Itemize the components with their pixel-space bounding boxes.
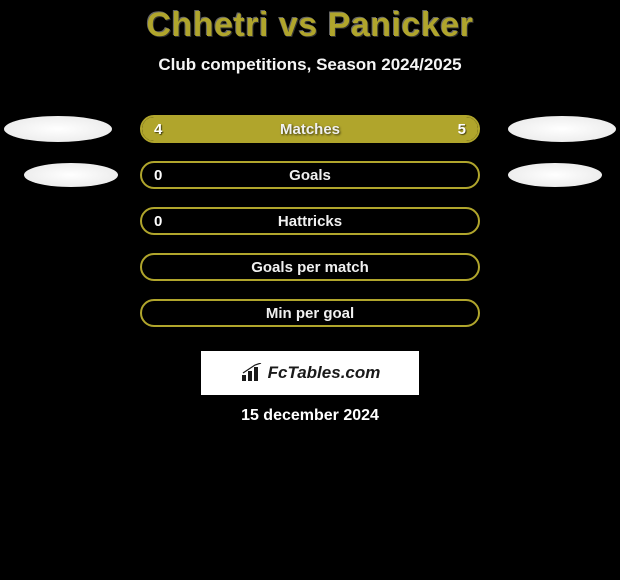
- bar-fill-left: [142, 117, 291, 141]
- bars-logo-icon: [240, 363, 266, 383]
- page-subtitle: Club competitions, Season 2024/2025: [158, 55, 461, 75]
- stat-bar: 0 Hattricks: [140, 207, 480, 235]
- stat-label: Min per goal: [266, 305, 354, 322]
- footer-logo: FcTables.com: [240, 363, 381, 383]
- right-ellipse: [508, 116, 616, 142]
- stat-label: Goals per match: [251, 259, 369, 276]
- stat-row: 0 Hattricks: [0, 207, 620, 235]
- stat-bar: Goals per match: [140, 253, 480, 281]
- stat-bar: 4 5 Matches: [140, 115, 480, 143]
- comparison-infographic: Chhetri vs Panicker Club competitions, S…: [0, 0, 620, 425]
- stat-left-value: 4: [154, 121, 162, 138]
- footer-brand-text: FcTables.com: [268, 363, 381, 383]
- stat-bar: Min per goal: [140, 299, 480, 327]
- stat-bar: 0 Goals: [140, 161, 480, 189]
- footer-date: 15 december 2024: [241, 407, 379, 425]
- page-title: Chhetri vs Panicker: [147, 6, 474, 45]
- stat-left-value: 0: [154, 167, 162, 184]
- stat-row: Min per goal: [0, 299, 620, 327]
- left-ellipse: [4, 116, 112, 142]
- stat-label: Hattricks: [278, 213, 342, 230]
- bars-container: 4 5 Matches 0 Goals 0 Hattricks Goals per match…: [0, 115, 620, 345]
- stat-label: Goals: [289, 167, 331, 184]
- stat-row: Goals per match: [0, 253, 620, 281]
- left-ellipse: [24, 163, 118, 187]
- stat-left-value: 0: [154, 213, 162, 230]
- stat-row: 0 Goals: [0, 161, 620, 189]
- footer-brand-box: FcTables.com: [201, 351, 419, 395]
- right-ellipse: [508, 163, 602, 187]
- stat-label: Matches: [280, 121, 340, 138]
- stat-right-value: 5: [458, 121, 466, 138]
- stat-row: 4 5 Matches: [0, 115, 620, 143]
